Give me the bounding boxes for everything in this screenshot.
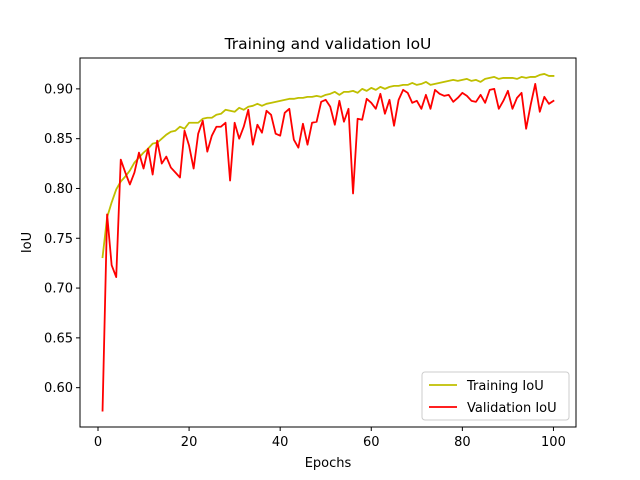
x-tick-label: 100 bbox=[541, 435, 566, 450]
x-tick-label: 60 bbox=[363, 435, 380, 450]
series-line-validation-iou bbox=[101, 82, 555, 412]
legend-box bbox=[421, 371, 570, 421]
y-tick-label: 0.70 bbox=[44, 282, 73, 297]
chart-title: Training and validation IoU bbox=[224, 35, 432, 53]
legend: Training IoU Validation IoU bbox=[421, 371, 570, 421]
y-tick-label: 0.65 bbox=[44, 331, 73, 346]
y-tick-label: 0.85 bbox=[44, 132, 73, 147]
legend-label-training: Training IoU bbox=[466, 379, 544, 394]
series-line-training-iou bbox=[101, 73, 555, 259]
series-layer bbox=[101, 73, 555, 412]
x-tick-label: 80 bbox=[454, 435, 471, 450]
axes-frame bbox=[79, 57, 577, 428]
x-tick-label: 40 bbox=[272, 435, 289, 450]
x-tick-label: 0 bbox=[94, 435, 102, 450]
y-axis-label: IoU bbox=[20, 232, 35, 253]
y-tick-label: 0.90 bbox=[44, 82, 73, 97]
x-tick-label: 20 bbox=[181, 435, 198, 450]
y-axis: 0.60 0.65 0.70 0.75 0.80 0.85 0.90 bbox=[44, 82, 80, 396]
y-tick-label: 0.80 bbox=[44, 182, 73, 197]
y-tick-label: 0.75 bbox=[44, 232, 73, 247]
plot-area bbox=[79, 57, 577, 428]
x-axis: 0 20 40 60 80 100 bbox=[94, 427, 566, 450]
x-axis-label: Epochs bbox=[305, 456, 352, 471]
legend-label-validation: Validation IoU bbox=[467, 401, 557, 416]
y-tick-label: 0.60 bbox=[44, 381, 73, 396]
